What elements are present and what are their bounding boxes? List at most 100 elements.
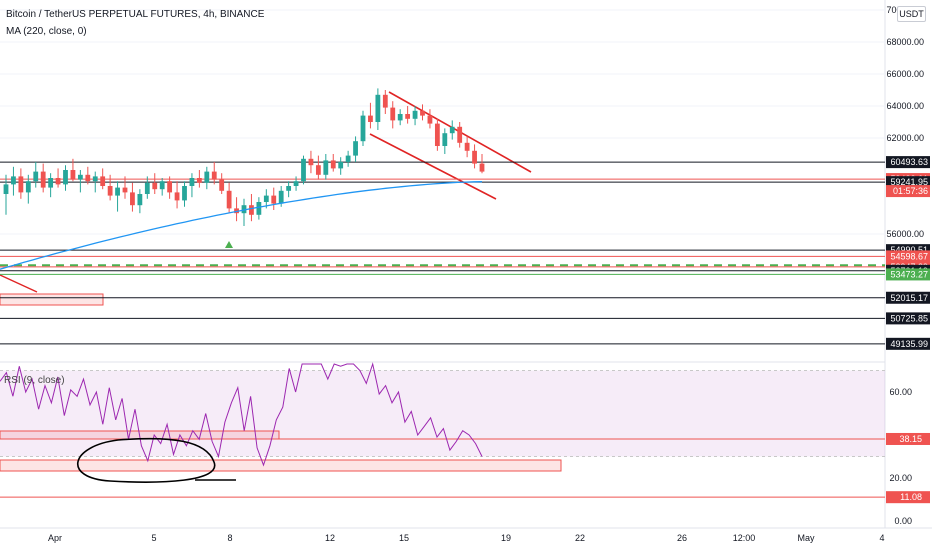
candle-body <box>256 202 262 215</box>
rsi-line <box>0 362 483 467</box>
candle-body <box>457 126 463 143</box>
candle-body <box>122 187 128 193</box>
rsi-band <box>0 370 885 457</box>
candle-body <box>40 171 46 188</box>
grid <box>0 0 932 529</box>
candle-body <box>3 184 9 194</box>
candle-body <box>323 160 329 175</box>
candle-body <box>189 178 195 186</box>
zone-box-price <box>0 293 104 306</box>
candle-body <box>271 195 277 204</box>
rsi-zone-box-2 <box>0 459 562 472</box>
time-tick-label: 5 <box>151 533 156 543</box>
candle-body <box>182 186 187 201</box>
candle-body <box>442 133 448 146</box>
price-tick-label: 66000.00 <box>886 69 924 79</box>
candle-body <box>390 107 396 121</box>
time-tick-label: 12:00 <box>733 533 756 543</box>
candle-body <box>204 171 210 183</box>
ma-220-line <box>0 181 483 270</box>
candle-body <box>77 174 83 180</box>
time-tick-label: 4 <box>879 533 884 543</box>
candle-body <box>420 110 425 116</box>
ma-line <box>0 181 483 270</box>
candle-body <box>368 115 373 122</box>
candle-body <box>85 174 91 182</box>
candles <box>3 88 485 248</box>
candle-body <box>152 182 158 190</box>
currency-badge[interactable]: USDT <box>897 6 926 22</box>
candle-body <box>70 170 76 180</box>
candle-body <box>55 178 61 185</box>
candle-body <box>226 190 232 209</box>
candle-body <box>18 176 24 193</box>
price-tick-label: 64000.00 <box>886 101 924 111</box>
candle-body <box>144 182 150 194</box>
level-label-bg <box>886 250 930 263</box>
level-label: 52015.17 <box>890 293 928 303</box>
rsi-tick-label: 60.00 <box>889 387 912 397</box>
candle-body <box>315 165 321 175</box>
ma-legend[interactable]: MA (220, close, 0) <box>6 26 87 37</box>
candle-body <box>249 205 254 215</box>
channel-lower-line <box>369 133 497 200</box>
time-tick-label: 8 <box>227 533 232 543</box>
candle-body <box>107 186 113 196</box>
candle-body <box>130 192 135 206</box>
price-tick-label: 56000.00 <box>886 229 924 239</box>
candle-body <box>308 158 314 166</box>
candle-body <box>479 163 485 172</box>
candle-body <box>382 94 388 108</box>
candle-body <box>167 181 173 193</box>
countdown-label: 01:57:36 <box>893 186 928 196</box>
level-label-bg <box>886 312 930 325</box>
candle-body <box>33 171 39 182</box>
candle-body <box>286 186 292 191</box>
candle-body <box>48 178 54 188</box>
price-tick-label: 68000.00 <box>886 37 924 47</box>
candle-body <box>211 171 217 180</box>
rsi-level-label-bg <box>886 491 930 504</box>
candle-body <box>353 141 358 156</box>
time-tick-label: 19 <box>501 533 511 543</box>
candle-body <box>345 155 351 162</box>
time-tick-label: Apr <box>48 533 62 543</box>
candle-body <box>293 181 299 186</box>
rsi-level-label: 38.15 <box>899 434 922 444</box>
candle-body <box>338 162 344 169</box>
candle-body <box>449 126 455 134</box>
time-tick-label: 26 <box>677 533 687 543</box>
level-label-bg <box>886 337 930 350</box>
level-label-bg <box>886 156 930 169</box>
time-axis: Apr 5 8 12 15 19 22 26 12:00 May 4 <box>48 533 885 543</box>
time-tick-label: 15 <box>399 533 409 543</box>
time-tick-label: 22 <box>575 533 585 543</box>
level-label-bg <box>886 268 930 281</box>
hand-drawn-circle <box>77 437 216 483</box>
level-label: 54598.67 <box>890 251 928 261</box>
trendline-left <box>0 274 38 293</box>
chart-title: Bitcoin / TetherUS PERPETUAL FUTURES, 4h… <box>6 9 265 20</box>
countdown-bg <box>886 185 930 198</box>
rsi-legend[interactable]: RSI (9, close) <box>4 375 65 386</box>
rsi-pane: 38.15 11.08 <box>0 362 930 504</box>
time-tick-label: May <box>797 533 815 543</box>
level-label: 50725.85 <box>890 313 928 323</box>
candle-body <box>263 195 269 202</box>
rsi-level-label: 11.08 <box>900 492 922 502</box>
horizontal-levels: 60493.6359432.6159241.9554990.5154598.67… <box>0 156 930 350</box>
rsi-level-label-bg <box>886 432 930 445</box>
candle-body <box>360 115 366 142</box>
candle-body <box>196 178 202 183</box>
candle-body <box>405 114 411 119</box>
candle-body <box>159 181 165 190</box>
level-label: 60493.63 <box>890 157 928 167</box>
candle-body <box>241 205 247 214</box>
signal-arrow <box>225 241 233 248</box>
candle-body <box>100 176 106 186</box>
level-label: 59241.95 <box>890 177 928 187</box>
level-label-bg <box>886 291 930 304</box>
candle-body <box>25 181 31 193</box>
